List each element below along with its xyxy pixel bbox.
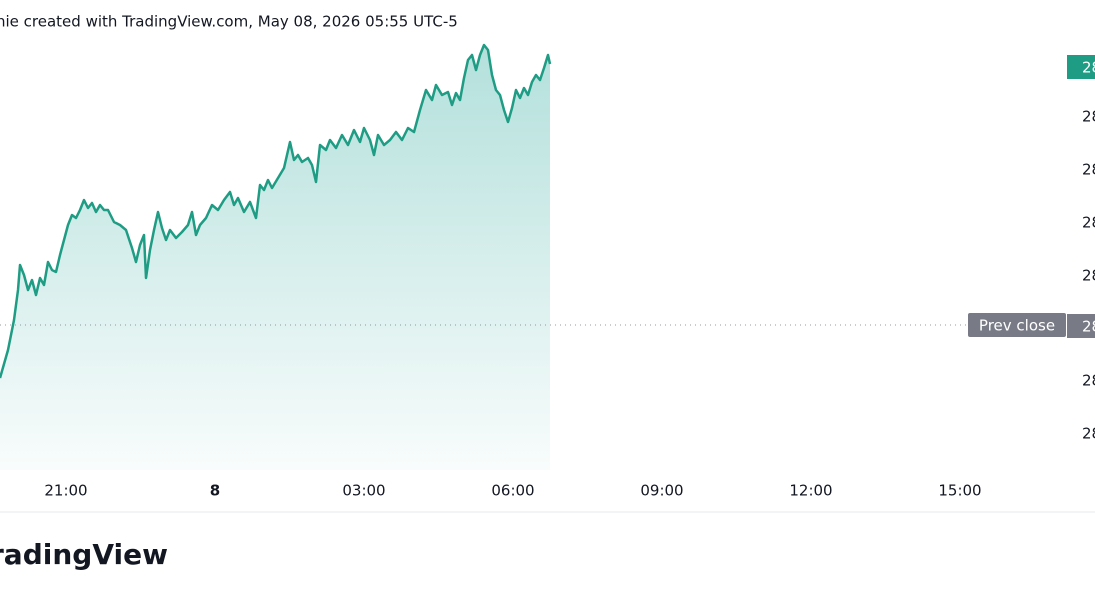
prev-close-box: [968, 313, 1066, 337]
y-axis-label: 28: [1082, 267, 1095, 285]
logo: radingView: [0, 538, 168, 571]
area-fill: [0, 45, 550, 470]
last-price-box: [1067, 55, 1095, 79]
y-axis-label: 28: [1082, 161, 1095, 179]
prev-close-label: Prev close: [979, 317, 1055, 335]
x-tick-label: 15:00: [938, 482, 981, 500]
y-axis-label: 28: [1082, 372, 1095, 390]
x-tick-label: 21:00: [44, 482, 87, 500]
y-axis-label: 28: [1082, 214, 1095, 232]
x-tick-label: 8: [210, 482, 220, 500]
prev-price-box: [1067, 314, 1095, 338]
x-tick-label: 03:00: [342, 482, 385, 500]
y-axis-label: 28: [1082, 318, 1095, 336]
x-tick-label: 09:00: [640, 482, 683, 500]
price-line: [0, 43, 552, 379]
y-axis-label: 28: [1082, 425, 1095, 443]
x-tick-label: 12:00: [789, 482, 832, 500]
y-axis-label: 28: [1082, 59, 1095, 77]
x-tick-label: 06:00: [491, 482, 534, 500]
chart-title: nie created with TradingView.com, May 08…: [0, 13, 458, 31]
y-axis-label: 28: [1082, 108, 1095, 126]
